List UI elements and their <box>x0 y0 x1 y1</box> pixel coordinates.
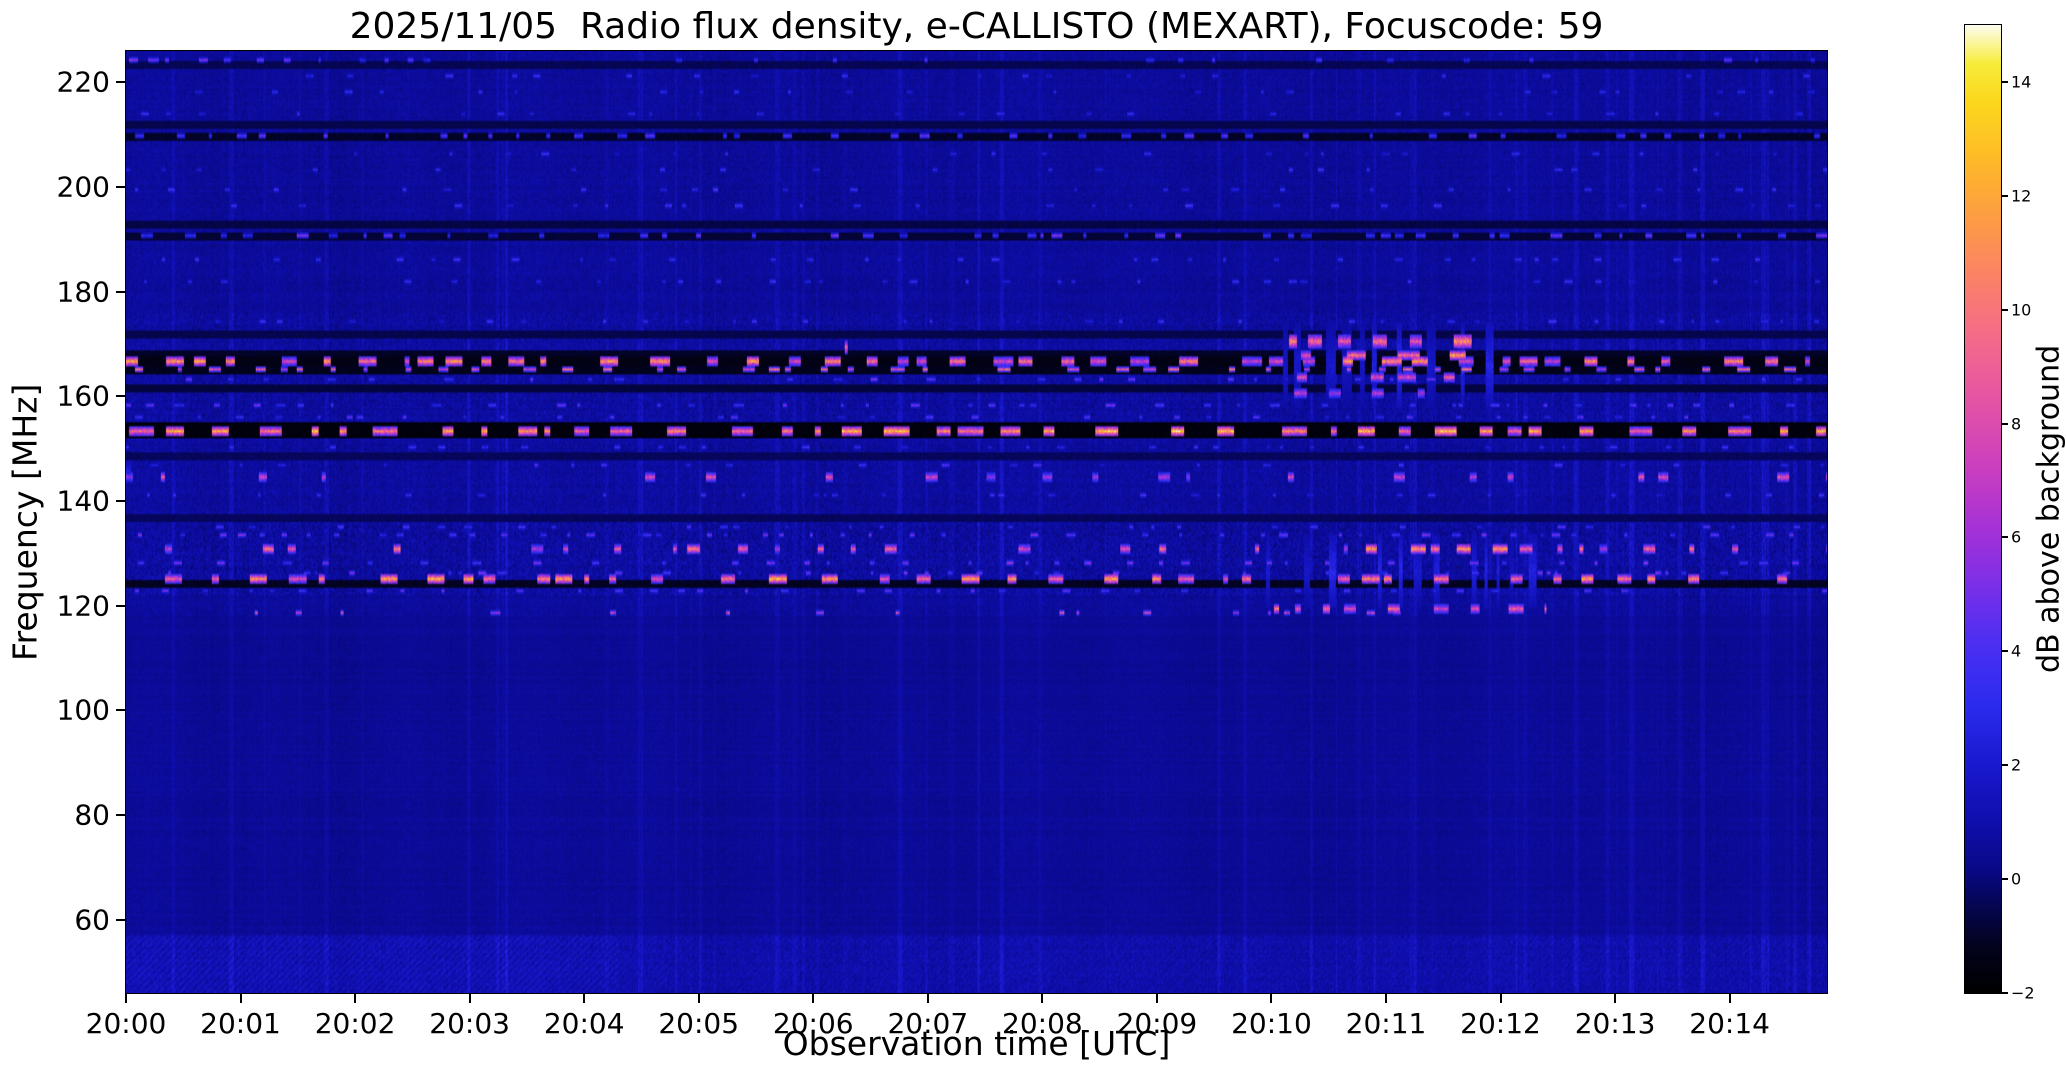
x-tick-mark <box>125 993 127 1003</box>
x-tick-mark <box>1385 993 1387 1003</box>
spectrogram-plot: 20:00 20:01 20:02 20:03 20:04 20:05 20:06 20:07… <box>57 50 1828 1040</box>
y-tick-label: 120 <box>56 589 110 623</box>
y-tick-mark <box>116 918 126 921</box>
x-tick-label: 20:06 <box>772 1007 854 1040</box>
y-tick-mark <box>116 709 126 712</box>
colorbar-tick-label: 14 <box>2011 72 2032 92</box>
x-tick-mark <box>926 993 929 1003</box>
x-tick-mark <box>1499 993 1502 1003</box>
x-tick-mark <box>468 993 471 1003</box>
x-tick-label: 20:14 <box>1689 1007 1770 1040</box>
colorbar-label: dB above background <box>2031 344 2066 674</box>
y-tick-mark <box>116 500 126 503</box>
colorbar-tick-mark <box>2001 536 2008 539</box>
y-tick-label: 100 <box>56 693 110 727</box>
y-tick-mark <box>116 186 126 189</box>
x-tick-label: 20:03 <box>429 1007 510 1040</box>
y-tick-mark <box>116 290 126 293</box>
colorbar-tick-label: −2 <box>2011 983 2035 1003</box>
colorbar-tick-mark <box>2001 878 2008 881</box>
x-tick-label: 20:09 <box>1116 1007 1198 1040</box>
colorbar-tick-label: 2 <box>2011 755 2022 775</box>
plot-title: 2025/11/05 Radio flux density, e-CALLIST… <box>349 6 1604 47</box>
x-tick-label: 20:00 <box>85 1007 167 1040</box>
colorbar-tick-mark <box>2001 308 2008 311</box>
y-tick-mark <box>116 604 126 607</box>
y-tick-mark <box>116 81 126 84</box>
y-tick-label: 160 <box>56 379 110 413</box>
colorbar-tick-mark <box>2001 764 2008 767</box>
x-tick-mark <box>1041 993 1044 1003</box>
x-tick-label: 20:02 <box>314 1007 396 1040</box>
colorbar-tick-mark <box>2001 194 2008 197</box>
colorbar-tick-label: 12 <box>2011 186 2032 206</box>
y-tick-mark <box>116 814 126 817</box>
colorbar: 14 12 10 8 6 4 2 0 −2 <box>1964 24 2035 1003</box>
y-tick-mark <box>116 395 126 398</box>
colorbar-tick-label: 4 <box>2011 641 2022 661</box>
y-tick-label: 200 <box>56 170 110 204</box>
y-tick-label: 220 <box>56 65 110 99</box>
x-tick-mark <box>583 993 586 1003</box>
x-tick-mark <box>1270 993 1273 1003</box>
colorbar-tick-label: 6 <box>2011 527 2022 547</box>
x-tick-label: 20:13 <box>1574 1007 1656 1040</box>
x-tick-mark <box>239 993 242 1003</box>
colorbar-gradient <box>1965 25 2001 993</box>
y-tick-label: 80 <box>74 798 110 832</box>
x-tick-label: 20:05 <box>658 1007 740 1040</box>
x-tick-mark <box>1155 993 1158 1003</box>
x-tick-mark <box>1728 993 1731 1003</box>
spectrogram-canvas <box>126 51 1827 993</box>
x-tick-label: 20:01 <box>200 1007 281 1040</box>
x-tick-label: 20:07 <box>887 1007 969 1040</box>
y-axis-label: Frequency [MHz] <box>5 383 45 661</box>
colorbar-tick-label: 10 <box>2011 300 2032 320</box>
x-tick-mark <box>354 993 357 1003</box>
x-tick-label: 20:08 <box>1002 1007 1083 1040</box>
x-tick-mark <box>697 993 700 1003</box>
colorbar-tick-label: 8 <box>2011 414 2022 434</box>
y-tick-label: 60 <box>74 903 110 937</box>
colorbar-tick-mark <box>2001 80 2008 83</box>
colorbar-tick-label: 0 <box>2011 869 2022 889</box>
y-tick-label: 180 <box>56 275 110 309</box>
x-tick-mark <box>812 993 815 1003</box>
colorbar-tick-mark <box>2001 650 2008 653</box>
x-tick-label: 20:12 <box>1460 1007 1541 1040</box>
colorbar-tick-mark <box>2001 422 2008 425</box>
x-axis-label: Observation time [UTC] <box>782 1024 1171 1063</box>
x-tick-label: 20:10 <box>1231 1007 1312 1040</box>
colorbar-tick-mark <box>2001 992 2008 994</box>
x-tick-label: 20:11 <box>1345 1007 1427 1040</box>
x-tick-mark <box>1614 993 1617 1003</box>
x-tick-label: 20:04 <box>543 1007 625 1040</box>
y-tick-label: 140 <box>56 484 110 518</box>
